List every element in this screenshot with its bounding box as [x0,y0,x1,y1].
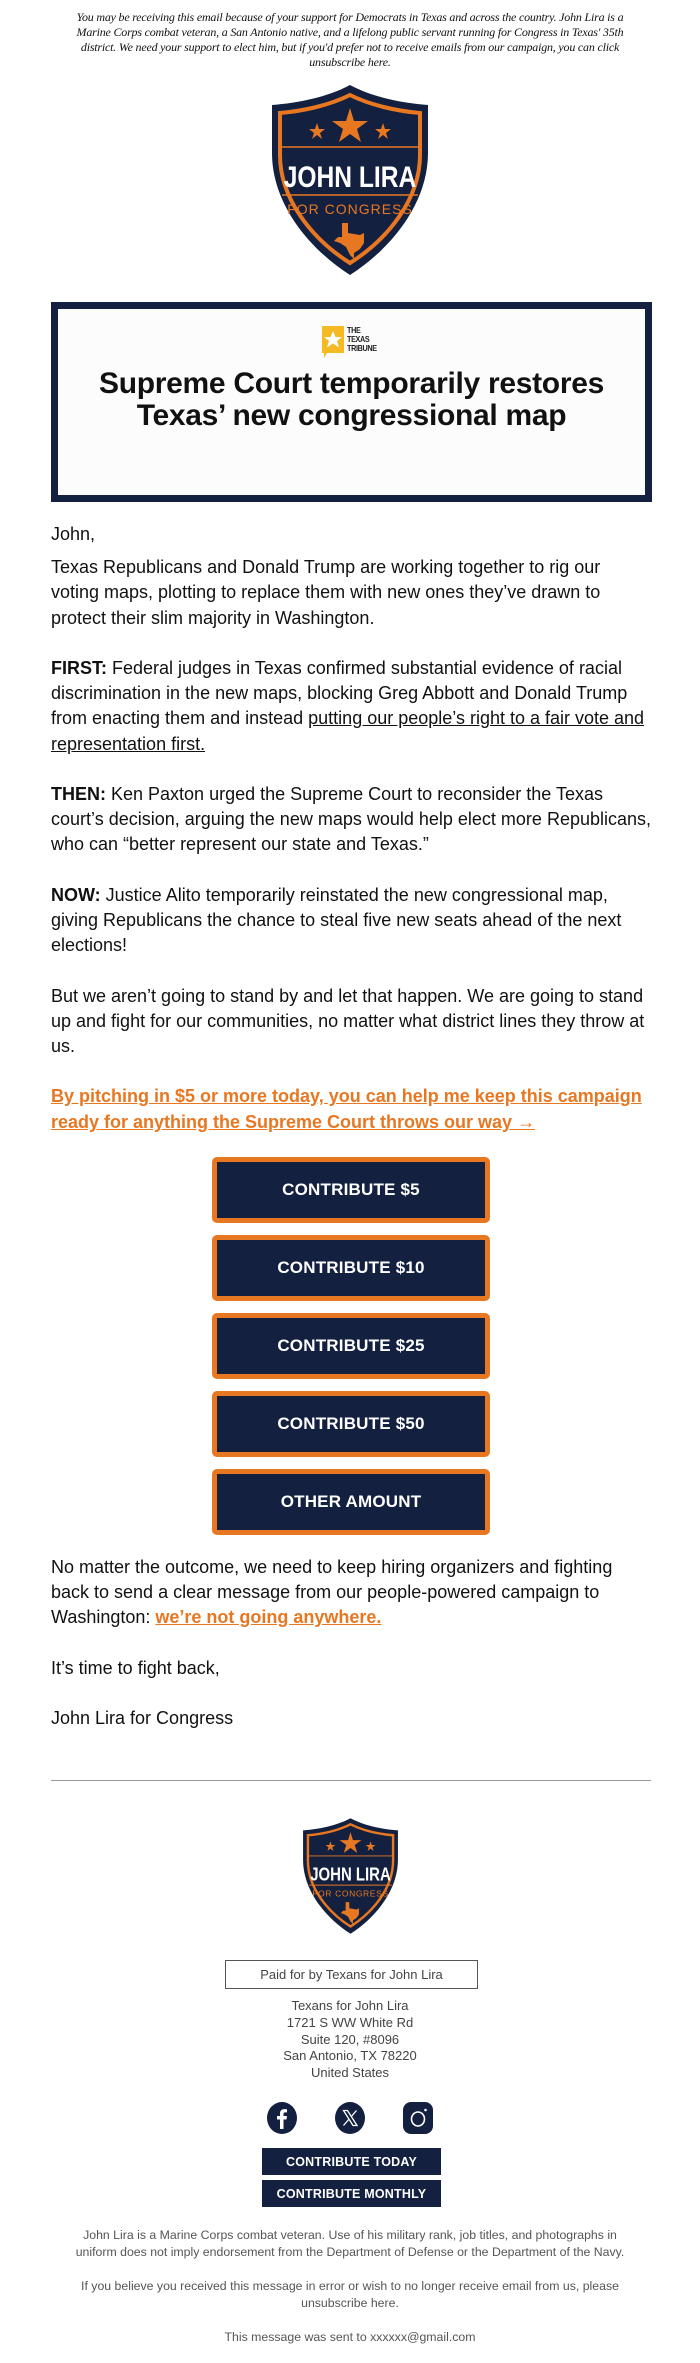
greeting: John, [51,524,96,544]
instagram-icon[interactable] [402,2102,434,2134]
paragraph-stand: But we aren’t going to stand by and let … [51,985,645,1056]
footer-campaign-logo [300,1817,401,1935]
outcome-text: No matter the outcome, we need to keep h… [51,1556,613,1628]
paragraph-outcome: No matter the outcome, we need to keep h… [51,1555,651,1631]
address-line: 1721 S WW White Rd [286,2014,414,2030]
first-label: FIRST: [51,658,107,678]
texas-tribune-logo: THE TEXAS TRIBUNE [58,326,645,362]
cta-donate-link[interactable]: By pitching in $5 or more today, you can… [51,1086,642,1132]
address-line: Suite 120, #8096 [300,2031,400,2047]
contribute-25-button[interactable]: CONTRIBUTE $25 [212,1312,490,1379]
other-amount-button[interactable]: OTHER AMOUNT [212,1468,490,1535]
paragraph-now: NOW: Justice Alito temporarily reinstate… [51,883,651,959]
tribune-text-line: TRIBUNE [346,343,377,353]
fair-vote-link[interactable]: putting our people’s right to a fair vot… [51,708,645,754]
unsubscribe-notice[interactable]: If you believe you received this message… [81,2279,619,2310]
contribute-5-button[interactable]: CONTRIBUTE $5 [212,1156,490,1223]
now-text: Justice Alito temporarily reinstated the… [51,884,622,956]
footer-disclaimer: John Lira is a Marine Corps combat veter… [70,2227,630,2363]
tribune-text-line: THE [346,325,361,335]
mailing-address: Texans for John Lira 1721 S WW White Rd … [150,1998,550,2082]
campaign-logo [268,83,432,277]
donation-buttons: CONTRIBUTE $5 CONTRIBUTE $10 CONTRIBUTE … [51,1156,651,1535]
contribute-monthly-button[interactable]: CONTRIBUTE MONTHLY [262,2180,441,2207]
address-line: San Antonio, TX 78220 [283,2048,417,2064]
address-line: United States [310,2065,390,2081]
tribune-text-line: TEXAS [346,334,370,344]
social-links [0,2102,700,2134]
article-card[interactable]: THE TEXAS TRIBUNE Supreme Court temporar… [51,302,652,502]
facebook-icon[interactable] [266,2102,298,2134]
email-body: John, Texas Republicans and Donald Trump… [51,522,651,1756]
first-text: Federal judges in Texas confirmed substa… [51,658,628,729]
contribute-50-button[interactable]: CONTRIBUTE $50 [212,1390,490,1457]
paragraph-intro: Texas Republicans and Donald Trump are w… [51,557,601,628]
preheader-text: You may be receiving this email because … [76,10,624,69]
x-icon[interactable] [334,2102,366,2134]
article-headline: Supreme Court temporarily restores Texas… [99,367,604,432]
paragraph-then: THEN: Ken Paxton urged the Supreme Court… [51,782,651,858]
sent-to-notice: This message was sent to xxxxxx@gmail.co… [224,2330,476,2344]
paragraph-first: FIRST: Federal judges in Texas confirmed… [51,656,651,757]
now-label: NOW: [51,884,101,905]
divider [51,1780,651,1781]
then-label: THEN: [51,784,106,804]
military-disclaimer: John Lira is a Marine Corps combat veter… [75,2228,625,2259]
then-text: Ken Paxton urged the Supreme Court to re… [51,784,652,855]
not-going-anywhere-link[interactable]: we’re not going anywhere. [155,1607,382,1628]
signoff: It’s time to fight back, [51,1657,220,1678]
address-line: Texans for John Lira [291,1998,409,2013]
tribune-star-icon [321,326,344,358]
contribute-10-button[interactable]: CONTRIBUTE $10 [212,1234,490,1301]
contribute-today-button[interactable]: CONTRIBUTE TODAY [262,2148,441,2175]
signature: John Lira for Congress [51,1707,234,1728]
paid-for-disclaimer: Paid for by Texans for John Lira [225,1960,478,1989]
